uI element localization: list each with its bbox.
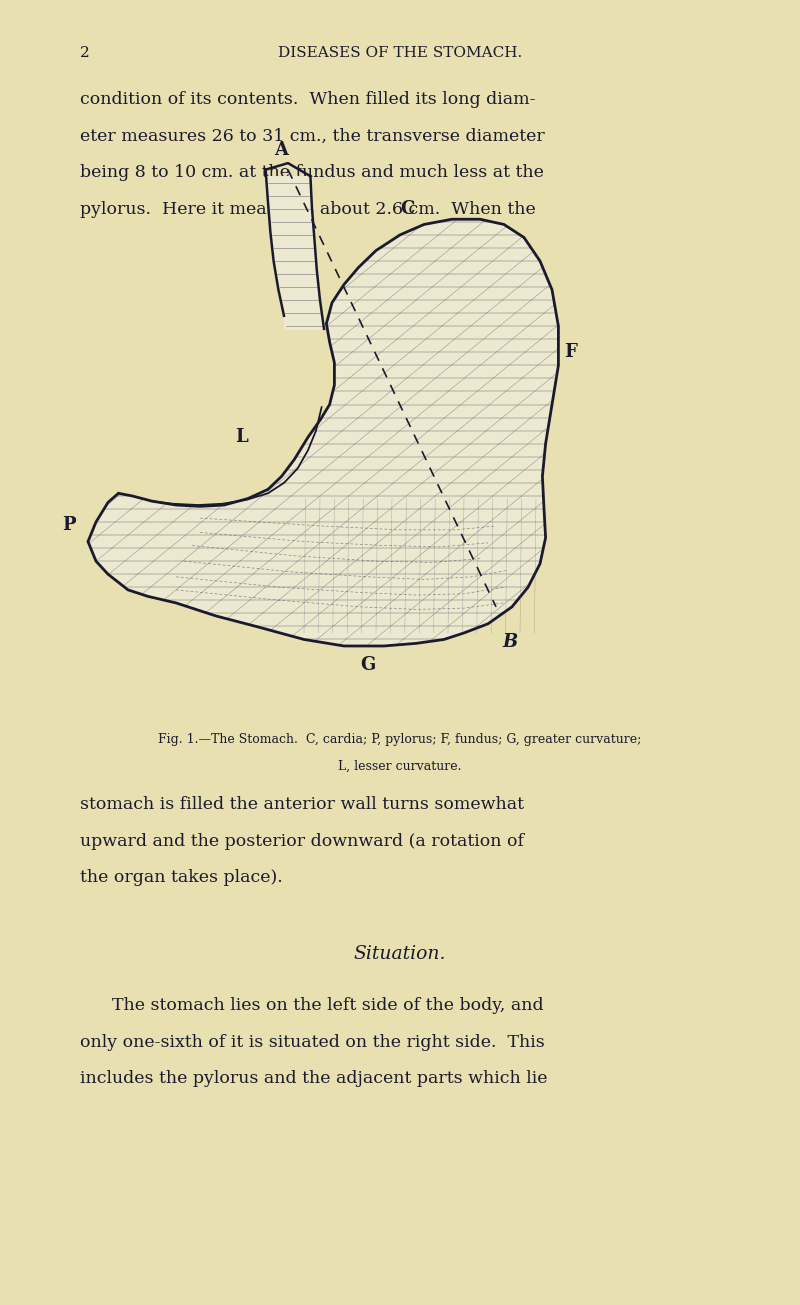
Text: includes the pylorus and the adjacent parts which lie: includes the pylorus and the adjacent pa… (80, 1070, 547, 1087)
Text: upward and the posterior downward (a rotation of: upward and the posterior downward (a rot… (80, 833, 524, 850)
Text: eter measures 26 to 31 cm., the transverse diameter: eter measures 26 to 31 cm., the transver… (80, 128, 545, 145)
Text: F: F (564, 343, 577, 361)
Text: B: B (502, 633, 518, 651)
Text: C: C (400, 200, 414, 218)
Text: The stomach lies on the left side of the body, and: The stomach lies on the left side of the… (112, 997, 544, 1014)
Text: condition of its contents.  When filled its long diam-: condition of its contents. When filled i… (80, 91, 535, 108)
Text: DISEASES OF THE STOMACH.: DISEASES OF THE STOMACH. (278, 46, 522, 60)
Text: P: P (62, 515, 76, 534)
Text: Fig. 1.—The Stomach.  C, cardia; P, pylorus; F, fundus; G, greater curvature;: Fig. 1.—The Stomach. C, cardia; P, pylor… (158, 733, 642, 746)
Text: Situation.: Situation. (354, 945, 446, 963)
Text: L, lesser curvature.: L, lesser curvature. (338, 760, 462, 773)
Text: L: L (235, 428, 248, 446)
Text: stomach is filled the anterior wall turns somewhat: stomach is filled the anterior wall turn… (80, 796, 524, 813)
Text: only one-sixth of it is situated on the right side.  This: only one-sixth of it is situated on the … (80, 1034, 545, 1051)
Text: pylorus.  Here it measures about 2.6 cm.  When the: pylorus. Here it measures about 2.6 cm. … (80, 201, 536, 218)
PathPatch shape (88, 219, 558, 646)
Text: A: A (274, 141, 289, 159)
Text: G: G (360, 656, 376, 675)
Text: 2: 2 (80, 46, 90, 60)
Text: being 8 to 10 cm. at the fundus and much less at the: being 8 to 10 cm. at the fundus and much… (80, 164, 544, 181)
Text: the organ takes place).: the organ takes place). (80, 869, 282, 886)
